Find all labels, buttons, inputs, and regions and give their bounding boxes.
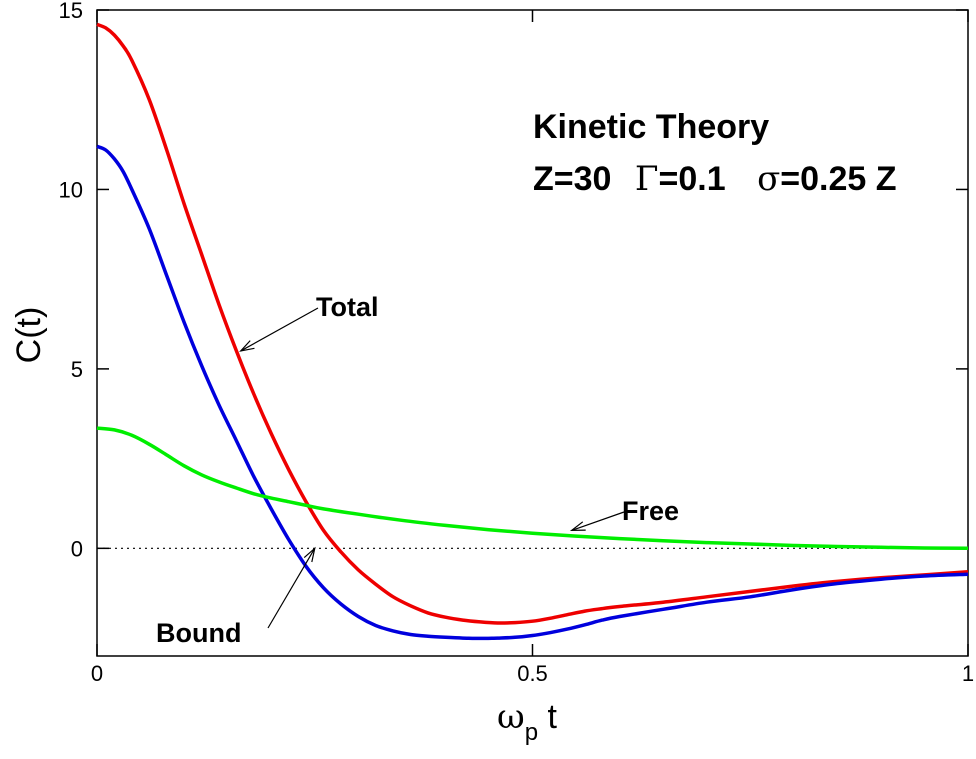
x-axis-omega: ω xyxy=(497,697,525,737)
subtitle-gamma-value: =0.1 xyxy=(659,160,726,198)
subtitle-gamma-symbol: Γ xyxy=(635,159,659,199)
x-tick-label: 0.5 xyxy=(517,661,548,686)
chart-subtitle: Z=30 Γ=0.1 σ=0.25 Z xyxy=(533,159,897,199)
annotation-free: Free xyxy=(622,496,679,526)
annotation-arrow-line xyxy=(240,307,319,352)
annotation-total: Total xyxy=(316,292,379,322)
y-axis-title: C(t) xyxy=(10,307,48,364)
annotation-arrow-head xyxy=(569,521,586,532)
x-axis-t: t xyxy=(538,698,557,736)
series-line-bound xyxy=(96,144,969,641)
annotation-bound: Bound xyxy=(156,618,241,648)
x-tick-label: 0 xyxy=(91,661,103,686)
series-line-total xyxy=(96,22,969,625)
x-tick-label: 1 xyxy=(962,661,974,686)
annotation-group: Total Free Bound xyxy=(156,292,679,648)
y-tick-label: 10 xyxy=(59,177,83,202)
annotation-arrow-line xyxy=(267,548,316,629)
y-tick-label: 0 xyxy=(71,536,83,561)
annotation-arrow-line xyxy=(571,511,625,531)
x-axis-title: ωp t xyxy=(497,697,558,746)
subtitle-z: Z=30 xyxy=(533,160,611,198)
y-tick-label: 5 xyxy=(71,357,83,382)
subtitle-sigma-symbol: σ xyxy=(757,159,780,199)
series-group xyxy=(96,22,969,641)
annotation-arrow-head xyxy=(303,546,316,563)
x-axis-subscript: p xyxy=(525,719,538,746)
y-tick-label: 15 xyxy=(59,0,83,23)
axis-ticks xyxy=(96,9,969,656)
chart-title: Kinetic Theory xyxy=(533,108,769,146)
subtitle-sigma-value: =0.25 Z xyxy=(780,160,896,198)
series-line-free xyxy=(96,426,969,551)
annotation-arrow-head xyxy=(239,340,255,352)
